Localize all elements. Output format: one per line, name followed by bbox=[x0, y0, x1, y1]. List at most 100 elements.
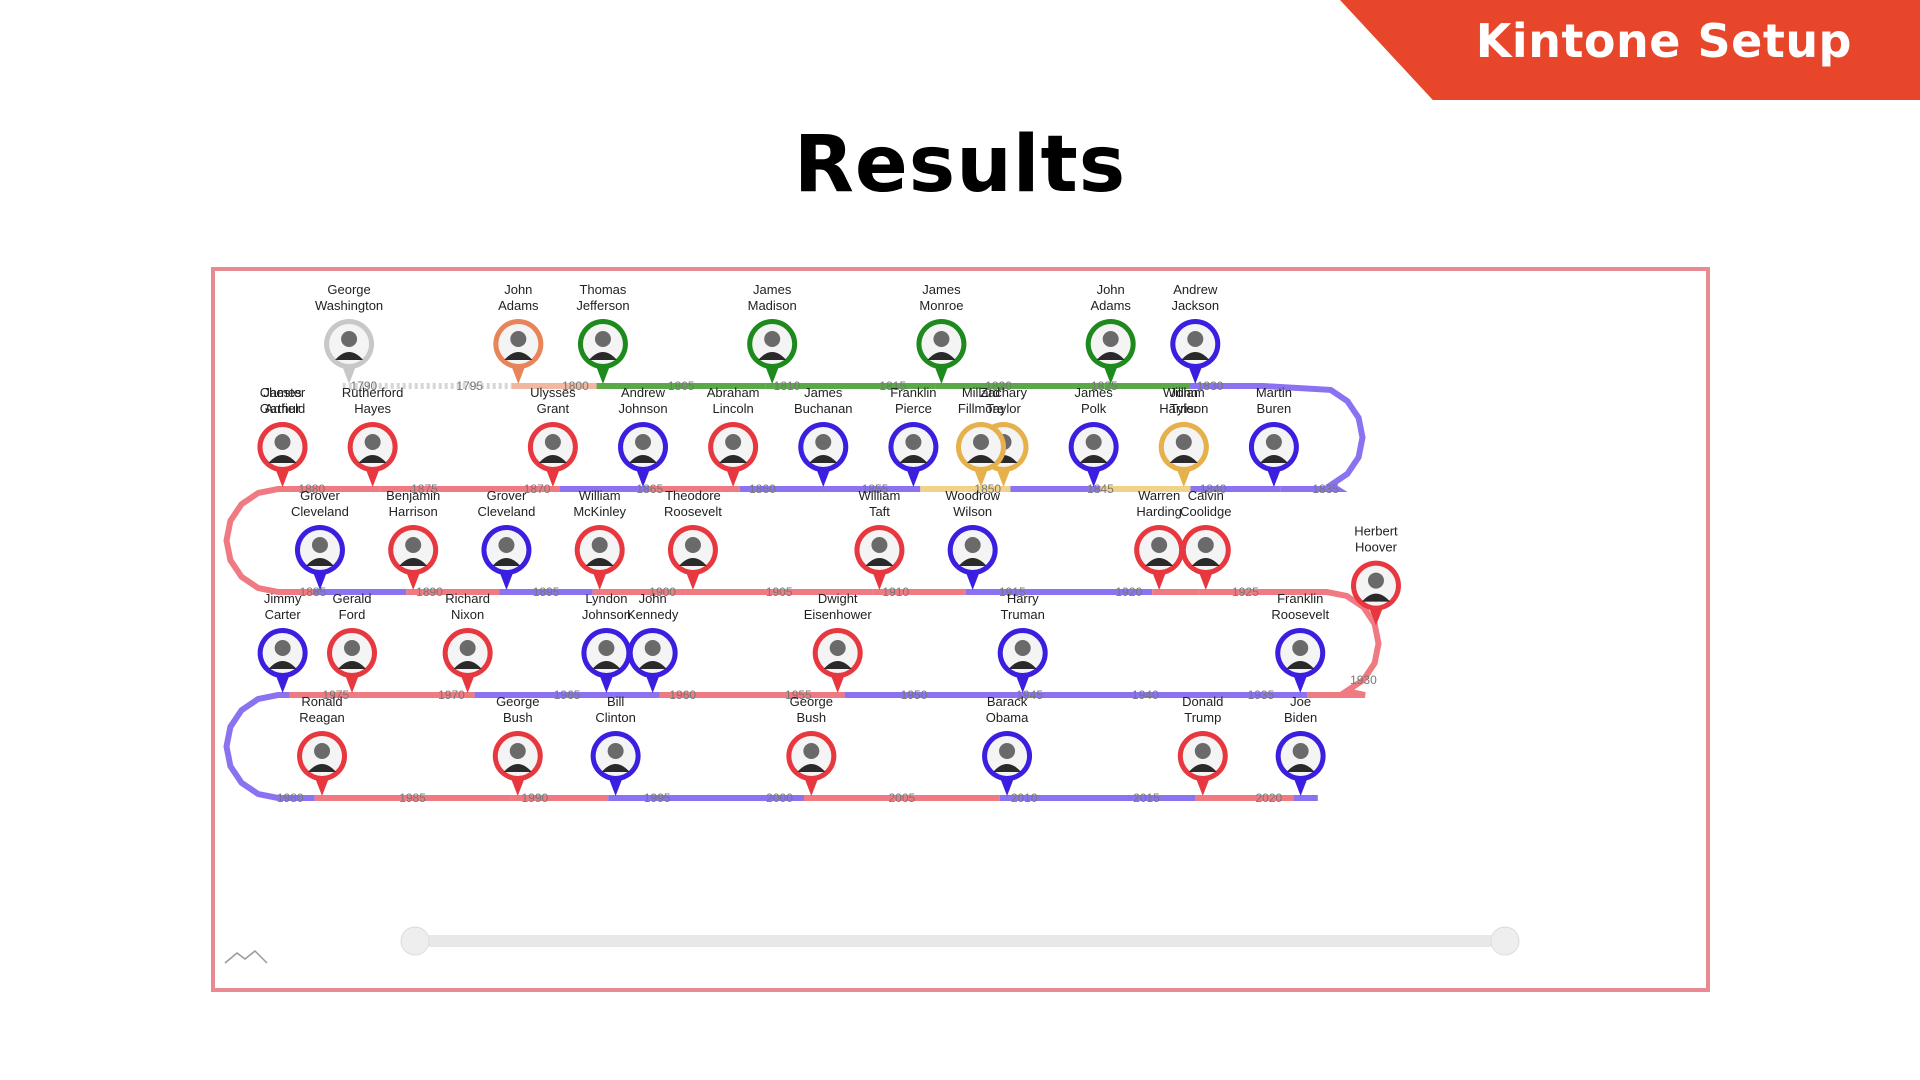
president-first-name: George bbox=[496, 694, 539, 709]
president-marker-15[interactable] bbox=[708, 422, 759, 487]
timeline-controls bbox=[224, 926, 1520, 964]
president-last-name: Roosevelt bbox=[1271, 607, 1329, 622]
portrait-head bbox=[311, 537, 328, 553]
president-marker-40[interactable] bbox=[492, 731, 543, 796]
president-marker-18[interactable] bbox=[347, 422, 398, 487]
president-marker-28[interactable] bbox=[1134, 525, 1185, 590]
portrait-body bbox=[1096, 352, 1125, 360]
year-label-1815: 1815 bbox=[879, 379, 906, 393]
president-marker-36[interactable] bbox=[442, 628, 493, 693]
year-label-1795: 1795 bbox=[456, 379, 483, 393]
president-last-name: Pierce bbox=[895, 401, 932, 416]
portrait-body bbox=[1188, 764, 1217, 772]
president-marker-4[interactable] bbox=[916, 319, 967, 384]
president-marker-33[interactable] bbox=[812, 628, 863, 693]
portrait-head bbox=[1197, 537, 1214, 553]
president-marker-38[interactable] bbox=[257, 628, 308, 693]
president-marker-41[interactable] bbox=[590, 731, 641, 796]
president-last-name: Madison bbox=[748, 298, 797, 313]
range-slider-track[interactable] bbox=[415, 935, 1505, 947]
president-first-name: Grover bbox=[300, 488, 340, 503]
year-label-1960: 1960 bbox=[669, 688, 696, 702]
president-marker-45[interactable] bbox=[1275, 731, 1326, 796]
portrait-body bbox=[678, 558, 707, 566]
president-labels: GeorgeWashingtonJohnAdamsThomasJefferson… bbox=[260, 282, 1398, 725]
president-marker-27[interactable] bbox=[947, 525, 998, 590]
year-label-1930: 1930 bbox=[1350, 673, 1377, 687]
president-marker-29[interactable] bbox=[1180, 525, 1231, 590]
year-label-1880: 1880 bbox=[298, 482, 325, 496]
portrait-head bbox=[871, 537, 888, 553]
president-marker-7[interactable] bbox=[1248, 422, 1299, 487]
president-marker-43[interactable] bbox=[982, 731, 1033, 796]
portrait-head bbox=[274, 434, 291, 450]
president-marker-21[interactable] bbox=[294, 525, 345, 590]
portrait-body bbox=[503, 764, 532, 772]
portrait-body bbox=[719, 455, 748, 463]
president-marker-25[interactable] bbox=[667, 525, 718, 590]
president-first-name: Calvin bbox=[1188, 488, 1224, 503]
president-first-name: James bbox=[1075, 385, 1114, 400]
portrait-head bbox=[933, 331, 950, 347]
president-marker-31[interactable] bbox=[1275, 628, 1326, 693]
year-label-1870: 1870 bbox=[524, 482, 551, 496]
president-last-name: Polk bbox=[1081, 401, 1107, 416]
president-marker-20[interactable] bbox=[257, 422, 308, 487]
president-last-name: Roosevelt bbox=[664, 504, 722, 519]
portrait-body bbox=[1079, 455, 1108, 463]
president-marker-26[interactable] bbox=[854, 525, 905, 590]
president-first-name: Thomas bbox=[579, 282, 626, 297]
president-marker-37[interactable] bbox=[327, 628, 378, 693]
president-marker-44[interactable] bbox=[1177, 731, 1228, 796]
president-marker-16[interactable] bbox=[618, 422, 669, 487]
president-marker-5[interactable] bbox=[1085, 319, 1136, 384]
president-marker-35[interactable] bbox=[581, 628, 632, 693]
president-marker-30[interactable] bbox=[1350, 560, 1401, 626]
president-marker-39[interactable] bbox=[297, 731, 348, 796]
portrait-head bbox=[1292, 743, 1309, 759]
president-marker-24[interactable] bbox=[574, 525, 625, 590]
portrait-head bbox=[999, 743, 1016, 759]
portrait-head bbox=[594, 331, 611, 347]
president-marker-17[interactable] bbox=[527, 422, 578, 487]
president-first-name: Millard bbox=[962, 385, 1000, 400]
president-first-name: Richard bbox=[445, 591, 490, 606]
president-marker-2[interactable] bbox=[577, 319, 628, 384]
president-marker-12[interactable] bbox=[955, 422, 1006, 487]
president-marker-42[interactable] bbox=[786, 731, 837, 796]
president-marker-13[interactable] bbox=[888, 422, 939, 487]
portrait-head bbox=[803, 743, 820, 759]
range-slider-start-handle[interactable] bbox=[400, 926, 430, 956]
range-slider-end-handle[interactable] bbox=[1490, 926, 1520, 956]
president-last-name: McKinley bbox=[573, 504, 626, 519]
president-first-name: Joe bbox=[1290, 694, 1311, 709]
president-last-name: Harding bbox=[1136, 504, 1182, 519]
president-marker-22[interactable] bbox=[388, 525, 439, 590]
portrait-body bbox=[958, 558, 987, 566]
president-first-name: Barack bbox=[987, 694, 1028, 709]
president-first-name: John bbox=[1097, 282, 1125, 297]
year-label-1985: 1985 bbox=[399, 791, 426, 805]
president-marker-10[interactable] bbox=[1068, 422, 1119, 487]
president-marker-34[interactable] bbox=[627, 628, 678, 693]
president-last-name: Harrison bbox=[389, 504, 438, 519]
president-first-name: Bill bbox=[607, 694, 624, 709]
year-label-1920: 1920 bbox=[1116, 585, 1143, 599]
president-marker-3[interactable] bbox=[747, 319, 798, 384]
president-first-name: James bbox=[753, 282, 792, 297]
president-marker-0[interactable] bbox=[324, 319, 375, 384]
president-marker-1[interactable] bbox=[493, 319, 544, 384]
president-marker-9[interactable] bbox=[1158, 422, 1209, 487]
portrait-body bbox=[823, 661, 852, 669]
president-first-name: Theodore bbox=[665, 488, 721, 503]
president-marker-23[interactable] bbox=[481, 525, 532, 590]
president-last-name: Lincoln bbox=[713, 401, 754, 416]
portrait-body bbox=[1191, 558, 1220, 566]
president-marker-14[interactable] bbox=[798, 422, 849, 487]
president-marker-32[interactable] bbox=[997, 628, 1048, 693]
president-marker-6[interactable] bbox=[1170, 319, 1221, 384]
president-first-name: Chester bbox=[260, 385, 306, 400]
timeline-logo-icon bbox=[224, 949, 268, 964]
year-label-1940: 1940 bbox=[1132, 688, 1159, 702]
portrait-head bbox=[1292, 640, 1309, 656]
